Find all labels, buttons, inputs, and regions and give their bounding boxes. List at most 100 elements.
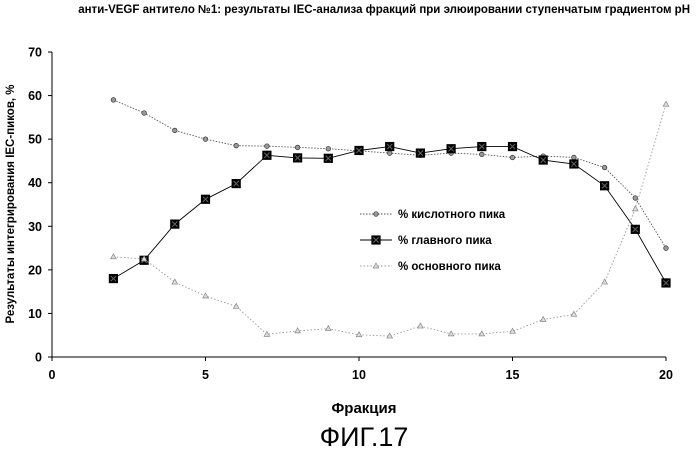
marker-cross (540, 157, 547, 164)
legend-swatch-marker (372, 262, 380, 269)
legend-label: % основного пика (398, 261, 501, 273)
data-point (479, 151, 485, 158)
y-axis-label: Результаты интегрирования IEC-пиков, % (5, 84, 17, 323)
marker-cross (417, 150, 424, 157)
data-point (385, 141, 395, 152)
series-1 (110, 97, 669, 251)
marker-cross (386, 143, 393, 150)
data-point (233, 143, 239, 149)
data-point (538, 155, 548, 165)
data-point (264, 143, 270, 149)
data-point (170, 219, 180, 229)
x-tick-label: 10 (352, 368, 366, 382)
marker-cross (478, 143, 485, 150)
marker-cross (202, 196, 209, 203)
data-point (447, 330, 455, 337)
data-point (601, 278, 608, 285)
y-tick-label: 0 (35, 351, 42, 365)
data-point (294, 144, 301, 151)
marker-cross (570, 161, 577, 167)
data-point (324, 324, 332, 332)
marker-cross (448, 145, 455, 152)
legend-item-2: % главного пика (360, 235, 492, 247)
data-point (110, 253, 117, 260)
data-point (569, 159, 579, 169)
y-tick-label: 70 (28, 46, 42, 60)
data-point (293, 153, 303, 163)
y-tick-label: 30 (28, 220, 42, 234)
data-point (663, 245, 669, 251)
data-point (446, 144, 456, 154)
data-point (140, 255, 148, 262)
x-tick-label: 0 (49, 368, 56, 382)
figure-label: ФИГ.17 (319, 422, 409, 452)
chart-title: анти-VEGF антитело №1: результаты IEC-ан… (78, 4, 690, 16)
y-tick-label: 10 (28, 307, 42, 321)
data-point (507, 141, 518, 152)
marker-cross (601, 182, 608, 189)
data-point (601, 164, 608, 171)
data-point (417, 322, 424, 329)
x-axis-label: Фракция (331, 400, 397, 417)
data-point (600, 181, 610, 191)
legend-item-3: % основного пика (360, 261, 501, 273)
y-tick-label: 50 (28, 133, 42, 147)
data-point (539, 315, 547, 322)
marker-cross (233, 180, 240, 187)
data-point (570, 310, 578, 317)
chart-series (108, 97, 671, 339)
y-tick-label: 60 (28, 89, 42, 103)
data-point (355, 331, 363, 338)
marker-cross (509, 143, 516, 150)
data-point (571, 154, 577, 161)
data-point (354, 145, 364, 156)
series-line (113, 146, 667, 284)
marker-cross (632, 226, 639, 233)
marker-cross (373, 237, 379, 243)
x-tick-label: 20 (659, 368, 673, 382)
chart-plot: 0 5 10 15 20 0 10 20 30 40 50 60 70 % кислотного пик… (5, 46, 673, 383)
chart-legend: % кислотного пика % главного пика % основн… (360, 209, 506, 273)
data-point (323, 153, 333, 163)
legend-swatch-marker (371, 235, 381, 245)
marker-cross (294, 154, 301, 161)
data-point (415, 148, 425, 158)
legend-label: % главного пика (398, 235, 492, 247)
data-point (200, 194, 211, 204)
marker-cross (171, 221, 178, 228)
data-point (509, 154, 516, 161)
data-point (141, 110, 147, 116)
legend-swatch-marker (373, 211, 379, 217)
data-point (108, 273, 118, 284)
y-tick-label: 40 (28, 176, 42, 190)
legend-item-1: % кислотного пика (360, 209, 506, 221)
data-point (263, 330, 271, 337)
y-tick-label: 20 (28, 263, 42, 277)
data-point (231, 178, 241, 189)
data-point (478, 330, 486, 337)
data-point (110, 97, 117, 103)
marker-cross (356, 147, 362, 154)
data-point (630, 224, 640, 234)
x-tick-label: 5 (202, 368, 209, 382)
marker-cross (663, 279, 669, 286)
data-point (294, 327, 301, 334)
data-point (387, 150, 393, 156)
data-point (202, 136, 209, 142)
series-line (113, 99, 667, 249)
data-point (631, 205, 639, 212)
legend-label: % кислотного пика (398, 209, 506, 221)
data-point (202, 292, 209, 299)
series-3 (110, 100, 670, 339)
data-point (172, 127, 178, 134)
data-point (509, 327, 516, 334)
data-point (171, 278, 179, 285)
marker-cross (325, 155, 332, 162)
chart-axes: 0 5 10 15 20 0 10 20 30 40 50 60 70 (28, 46, 673, 383)
data-point (662, 100, 670, 107)
data-point (632, 195, 638, 201)
marker-cross (263, 152, 270, 159)
data-point (232, 302, 240, 309)
data-point (262, 150, 272, 160)
data-point (325, 146, 331, 152)
